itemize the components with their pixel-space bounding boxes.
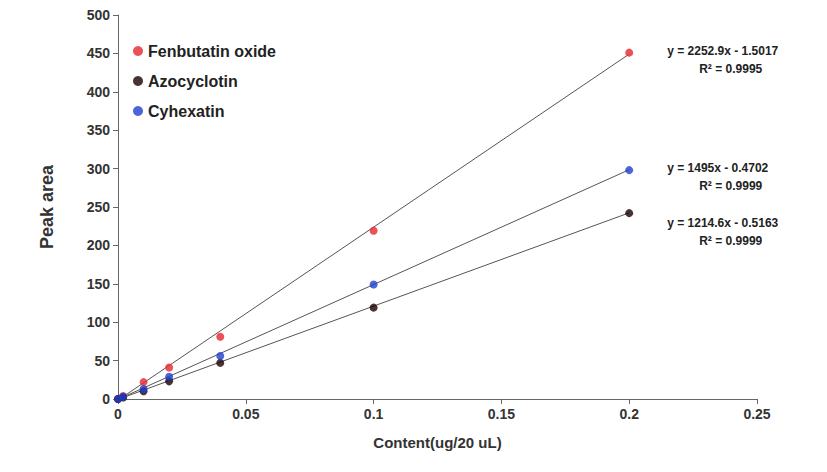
svg-text:0.1: 0.1: [364, 406, 384, 422]
svg-text:300: 300: [87, 161, 111, 177]
svg-text:250: 250: [87, 199, 111, 215]
svg-text:Azocyclotin: Azocyclotin: [148, 73, 238, 90]
svg-text:0.15: 0.15: [488, 406, 515, 422]
svg-text:450: 450: [87, 45, 111, 61]
svg-text:500: 500: [87, 7, 111, 23]
svg-text:R² = 0.9995: R² = 0.9995: [699, 62, 762, 76]
svg-text:0: 0: [114, 406, 122, 422]
svg-text:0.05: 0.05: [232, 406, 259, 422]
svg-text:400: 400: [87, 84, 111, 100]
svg-text:Content(ug/20 uL): Content(ug/20 uL): [373, 434, 501, 451]
svg-text:R² = 0.9999: R² = 0.9999: [699, 179, 762, 193]
svg-text:200: 200: [87, 237, 111, 253]
svg-text:0.2: 0.2: [619, 406, 639, 422]
svg-text:350: 350: [87, 122, 111, 138]
svg-text:0.25: 0.25: [743, 406, 770, 422]
svg-text:50: 50: [94, 353, 110, 369]
svg-text:y = 1495x - 0.4702: y = 1495x - 0.4702: [667, 161, 768, 175]
svg-text:Peak area: Peak area: [37, 164, 57, 249]
svg-text:Cyhexatin: Cyhexatin: [148, 103, 224, 120]
svg-text:y = 1214.6x - 0.5163: y = 1214.6x - 0.5163: [667, 216, 778, 230]
svg-text:Fenbutatin oxide: Fenbutatin oxide: [148, 43, 276, 60]
svg-text:y = 2252.9x - 1.5017: y = 2252.9x - 1.5017: [667, 44, 778, 58]
svg-text:100: 100: [87, 314, 111, 330]
svg-text:150: 150: [87, 276, 111, 292]
svg-text:R² = 0.9999: R² = 0.9999: [699, 234, 762, 248]
svg-text:0: 0: [102, 391, 110, 407]
